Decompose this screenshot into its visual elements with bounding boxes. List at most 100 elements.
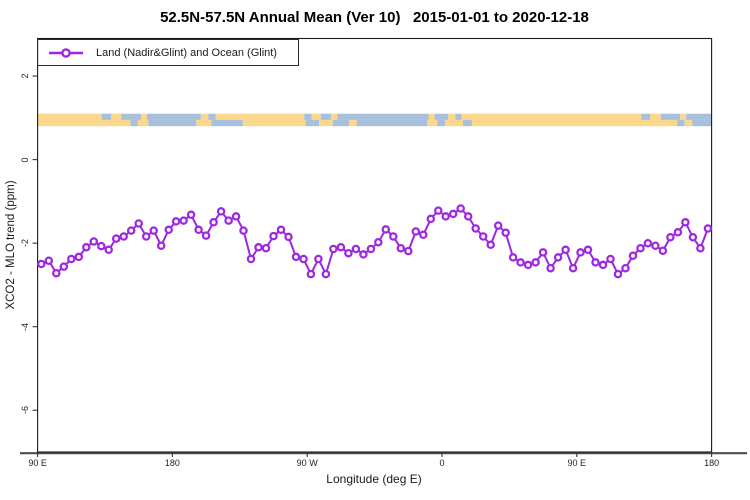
land-ocean-strip-segment	[331, 113, 338, 120]
data-point-marker	[276, 225, 286, 235]
data-point-marker	[284, 232, 293, 242]
data-point-marker	[97, 241, 106, 251]
land-ocean-strip-segment	[684, 119, 693, 127]
data-point-marker	[321, 269, 331, 279]
land-ocean-strip-segment	[140, 113, 147, 120]
data-point-marker	[156, 241, 166, 250]
data-point-marker	[74, 252, 84, 262]
data-point-marker	[516, 258, 525, 267]
data-point-marker	[471, 224, 480, 233]
land-ocean-strip-segment	[121, 113, 141, 120]
data-point-marker	[366, 244, 376, 254]
data-point-marker	[359, 250, 368, 259]
data-point-marker	[44, 256, 54, 265]
land-ocean-strip-segment	[37, 113, 103, 120]
data-point-marker	[224, 216, 233, 225]
land-ocean-strip-segment	[311, 113, 321, 120]
data-point-marker	[696, 243, 705, 253]
land-ocean-strip-segment	[447, 113, 456, 120]
x-tick-label: 90 E	[567, 458, 587, 468]
land-ocean-strip-segment	[641, 113, 651, 120]
data-point-marker	[568, 263, 578, 273]
y-tick-label: -6	[20, 406, 30, 415]
land-ocean-strip-segment	[200, 113, 209, 120]
data-point-marker	[336, 243, 346, 252]
land-ocean-strip-segment	[102, 113, 111, 120]
land-ocean-strip-segment	[242, 119, 306, 127]
data-point-marker	[486, 240, 495, 250]
data-point-marker	[583, 245, 593, 255]
y-tick-label: -2	[20, 239, 30, 248]
x-tick-label: 0	[439, 458, 445, 468]
land-ocean-strip-segment	[110, 113, 122, 120]
land-ocean-strip-segment	[471, 119, 678, 127]
y-tick-label: -4	[20, 322, 30, 331]
data-point-marker	[673, 228, 683, 237]
land-ocean-strip-segment	[680, 113, 687, 120]
data-point-marker	[651, 241, 660, 250]
data-point-marker	[546, 263, 555, 273]
data-point-marker	[329, 244, 338, 254]
data-point-marker	[216, 207, 226, 216]
land-ocean-strip-segment	[319, 119, 333, 127]
data-point-marker	[306, 269, 316, 279]
data-point-marker	[374, 238, 383, 247]
land-ocean-strip-segment	[677, 119, 685, 127]
land-ocean-strip-segment	[455, 113, 462, 120]
plot-border	[37, 37, 713, 453]
land-ocean-strip-segment	[337, 113, 429, 120]
data-point-marker	[636, 243, 645, 253]
x-axis-title: Longitude (deg E)	[326, 472, 422, 486]
data-point-marker	[508, 253, 518, 262]
land-ocean-strip-segment	[146, 113, 201, 120]
data-point-marker	[613, 269, 623, 279]
data-point-marker	[119, 232, 128, 241]
data-point-marker	[628, 251, 638, 260]
x-tick-label: 90 W	[296, 458, 318, 468]
data-point-marker	[164, 225, 173, 235]
data-point-marker	[456, 204, 465, 213]
data-point-marker	[261, 243, 271, 253]
data-point-marker	[448, 209, 458, 219]
data-point-marker	[426, 214, 436, 224]
data-point-marker	[231, 212, 241, 221]
y-axis-title: XCO2 - MLO trend (ppm)	[5, 180, 17, 310]
data-point-marker	[404, 246, 413, 256]
land-ocean-strip-segment	[196, 119, 212, 127]
land-ocean-strip-segment	[660, 113, 681, 120]
data-point-marker	[703, 224, 713, 233]
land-ocean-strip-segment	[428, 113, 435, 120]
land-ocean-strip-segment	[356, 119, 428, 127]
data-point-marker	[67, 254, 76, 264]
data-point-marker	[179, 216, 188, 225]
x-tick-label: 180	[704, 458, 720, 468]
data-point-marker	[576, 248, 585, 257]
data-point-marker	[501, 228, 510, 237]
data-point-marker	[269, 231, 278, 241]
data-point-marker	[606, 254, 615, 264]
chart-title: 52.5N-57.5N Annual Mean (Ver 10) 2015-01…	[160, 9, 589, 26]
data-point-marker	[658, 246, 668, 255]
data-point-marker	[643, 238, 653, 248]
legend-box: Land (Nadir&Glint) and Ocean (Glint)	[37, 39, 299, 66]
land-ocean-strip-segment	[437, 119, 445, 127]
data-point-marker	[82, 243, 91, 252]
data-point-marker	[239, 226, 248, 235]
data-point-marker	[37, 259, 46, 269]
data-point-marker	[621, 263, 630, 273]
x-tick-label: 180	[164, 458, 180, 468]
data-point-marker	[666, 233, 675, 242]
data-point-marker	[591, 258, 600, 267]
land-ocean-strip-segment	[211, 119, 243, 127]
data-point-marker	[89, 237, 99, 246]
data-point-marker	[299, 254, 308, 264]
data-point-marker	[104, 245, 113, 255]
land-ocean-strip-segment	[305, 119, 320, 127]
data-point-marker	[314, 254, 323, 264]
land-ocean-strip-segment	[427, 119, 438, 127]
data-point-marker	[396, 243, 406, 253]
land-ocean-strip-segment	[444, 119, 463, 127]
data-point-marker	[171, 217, 181, 226]
